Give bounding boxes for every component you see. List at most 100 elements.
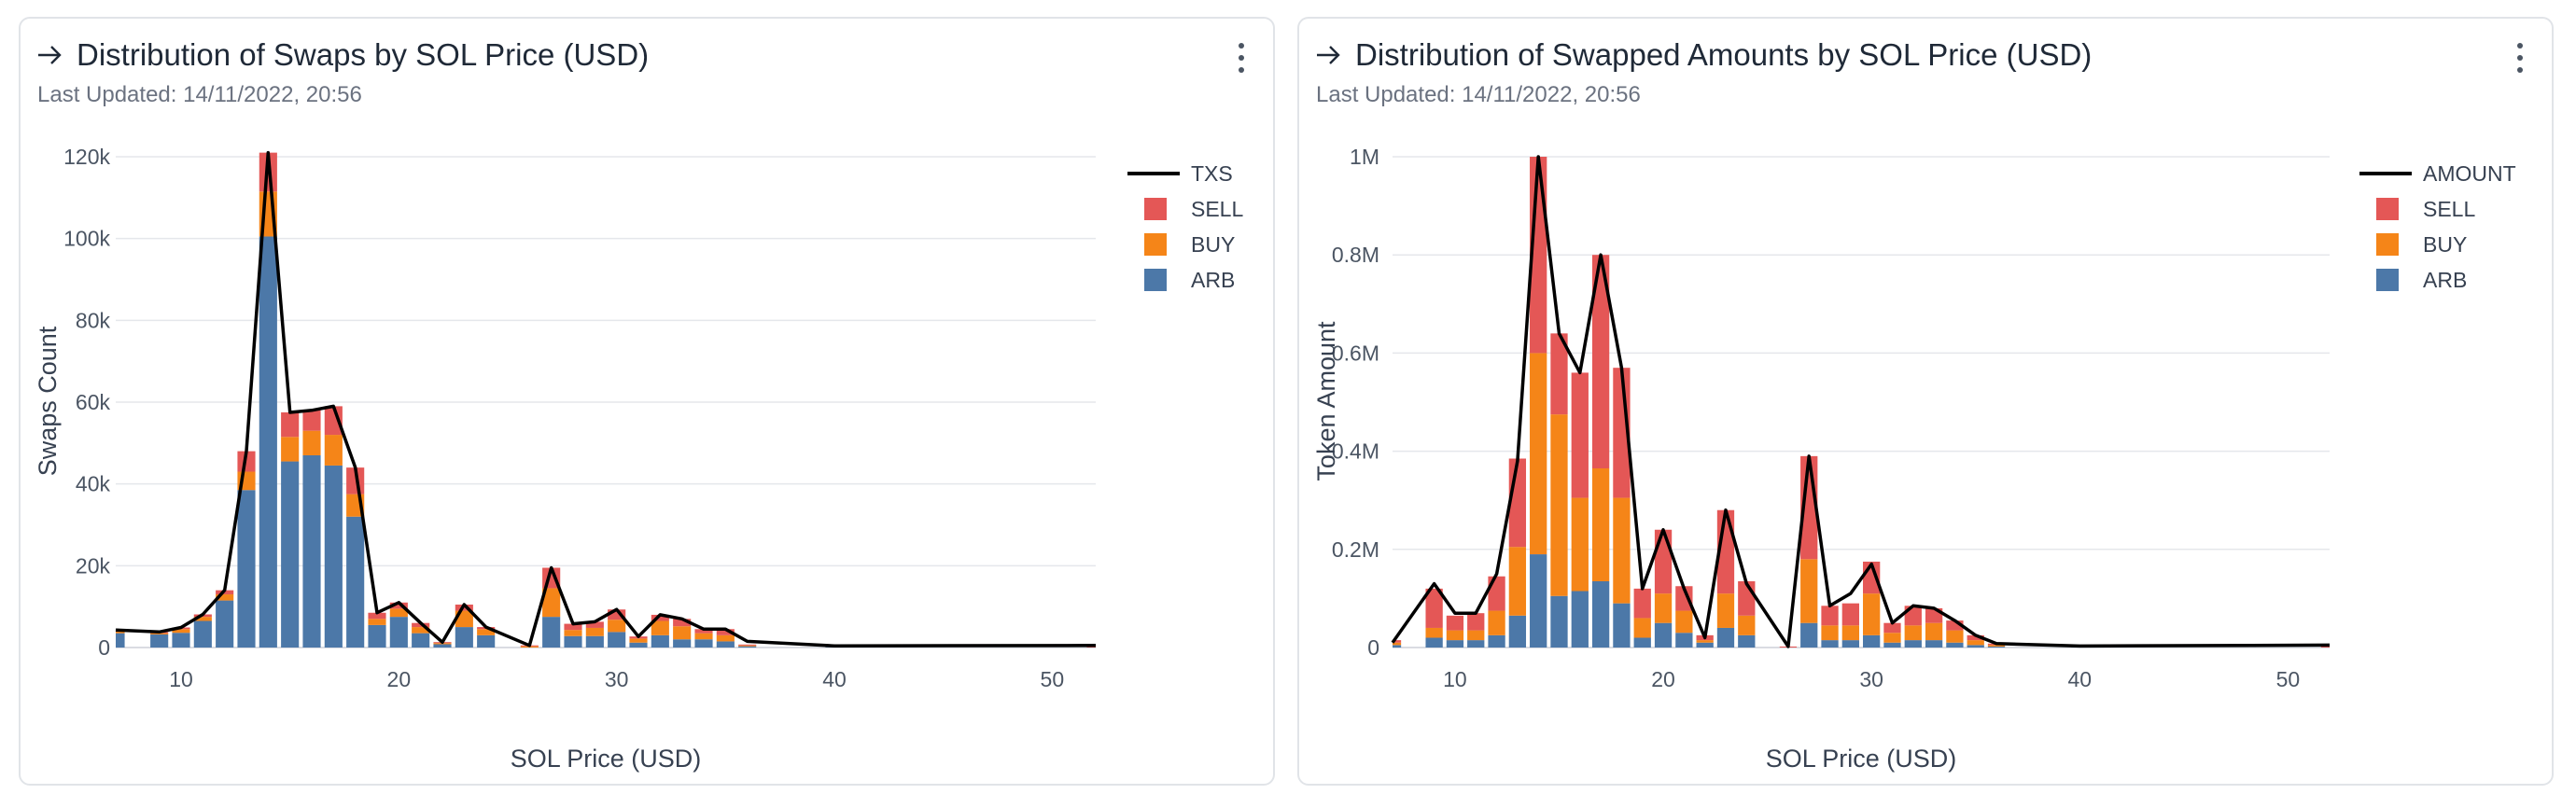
legend-label: SELL [1191,197,1243,221]
bar-buy [389,608,408,618]
series-line-txs [115,150,1097,648]
bar-sell [1571,372,1589,498]
card-title[interactable]: Distribution of Swapped Amounts by SOL P… [1314,37,2092,73]
legend-swatch [1144,269,1167,291]
bar-arb [542,617,561,648]
bar-arb [1841,640,1859,648]
more-vertical-icon[interactable] [1236,43,1247,80]
bar-arb [477,634,496,648]
x-tick-label: 20 [1651,667,1675,691]
bar-arb [1863,634,1881,648]
bar-buy [1967,640,1984,646]
bar-sell [1633,588,1651,619]
bar-sell [1654,529,1673,594]
bar-buy [716,634,735,642]
bar-sell [694,629,713,634]
y-tick-label: 60k [76,390,111,414]
legend-swatch [2376,233,2399,256]
bar-sell [716,629,735,635]
bar-arb [1467,640,1485,648]
bar-arb [1393,645,1402,648]
bar-buy [1530,353,1547,555]
bar-sell [324,406,343,436]
bar-arb [716,641,735,648]
bar-buy [738,645,757,647]
bar-sell [585,621,604,628]
legend-swatch [2376,269,2399,291]
swapped-amounts-card: Distribution of Swapped Amounts by SOL P… [1297,17,2554,786]
bar-sell [1946,620,1964,631]
bar-arb [1716,627,1735,648]
bar-arb [455,627,473,648]
bar-arb [585,635,604,648]
x-tick-label: 20 [387,667,412,691]
bar-buy [1821,625,1839,641]
bar-buy [1841,625,1859,641]
bar-arb [738,646,757,648]
y-tick-label: 100k [63,227,110,251]
bar-arb [1696,642,1714,648]
x-axis-label: SOL Price (USD) [1766,745,1957,773]
bar-sell [1393,640,1402,643]
bar-buy [694,633,713,640]
bar-sell [281,411,300,438]
bar-arb [673,639,692,648]
bar-arb [172,633,190,648]
bar-buy [651,620,669,635]
y-tick-label: 0.8M [1332,243,1379,267]
bar-buy [477,629,496,635]
arrow-right-icon [38,46,62,64]
legend-label: BUY [1191,232,1235,257]
legend-swatch [2376,198,2399,220]
y-tick-label: 120k [63,145,110,169]
bar-arb [1654,622,1673,648]
bar-sell [738,644,757,646]
bar-arb [116,633,125,648]
bar-buy [629,638,648,643]
bar-arb [1571,591,1589,648]
legend-label: AMOUNT [2423,161,2516,186]
card-title[interactable]: Distribution of Swaps by SOL Price (USD) [35,37,649,73]
y-tick-label: 1M [1350,145,1379,169]
y-axis-label: Token Amount [1312,321,1340,481]
last-updated: Last Updated: 14/11/2022, 20:56 [1316,82,1641,107]
bar-sell [368,612,386,620]
bar-sell [1591,255,1610,469]
legend-swatch [1144,233,1167,256]
legend-label: TXS [1191,161,1233,186]
bar-buy [368,619,386,625]
bar-arb [1987,646,2006,648]
bar-arb [1591,580,1610,648]
bar-buy [324,435,343,466]
bar-sell [1467,613,1485,631]
bar-arb [1800,622,1818,648]
bar-arb [193,620,212,648]
bar-sell [1446,615,1464,631]
bar-arb [1530,554,1547,648]
bar-arb [1925,640,1943,648]
bar-sell [1967,634,1984,641]
bar-buy [412,627,430,634]
swaps-count-card: Distribution of Swaps by SOL Price (USD)… [19,17,1275,786]
x-tick-label: 10 [169,667,193,691]
bar-sell [389,602,408,609]
more-vertical-icon[interactable] [2514,43,2526,80]
bar-sell [608,609,626,620]
y-tick-label: 0.2M [1332,537,1379,562]
bar-arb [259,236,277,648]
bar-arb [389,617,408,648]
bar-buy [1946,630,1964,643]
bar-arb [1488,634,1505,648]
bar-sell [651,614,669,621]
bar-buy [1863,593,1881,635]
bar-buy [1654,593,1673,623]
x-tick-label: 40 [2067,667,2092,691]
bar-buy [542,588,561,618]
bar-arb [1613,603,1631,648]
y-tick-label: 40k [76,472,111,496]
bar-buy [585,627,604,636]
bar-buy [1508,547,1527,616]
x-axis-label: SOL Price (USD) [511,745,702,773]
bar-sell [1821,606,1839,626]
token-amount-chart: 0 0.2M 0.4M 0.6M 0.8M 1M 10 20 30 40 50 SOL Price (… [1312,145,2516,773]
